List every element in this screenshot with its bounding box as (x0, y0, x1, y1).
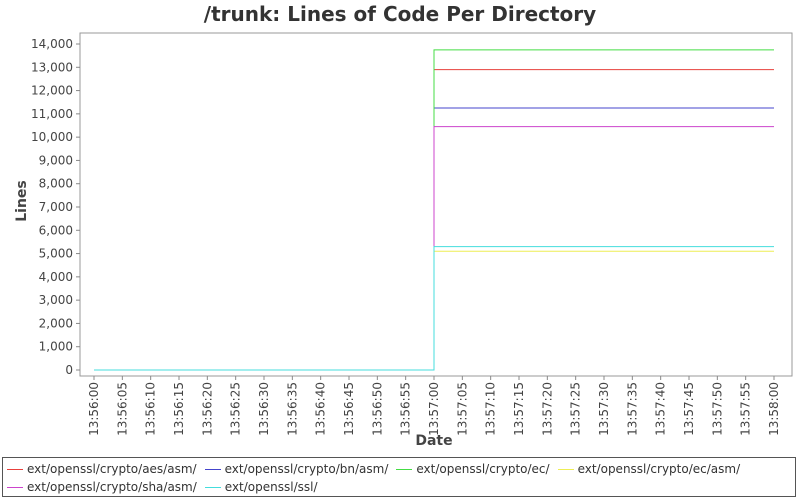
legend-item: ext/openssl/crypto/aes/asm/ (7, 462, 197, 476)
y-tick-label: 1,000 (39, 340, 73, 354)
x-tick-label: 13:57:35 (625, 382, 639, 436)
legend-swatch (204, 468, 221, 470)
x-tick-label: 13:56:00 (87, 382, 101, 436)
x-tick-label: 13:56:20 (200, 382, 214, 436)
legend-label: ext/openssl/crypto/ec/ (416, 462, 550, 476)
y-tick-label: 11,000 (31, 107, 73, 121)
x-tick-label: 13:57:00 (427, 382, 441, 436)
x-tick-label: 13:57:40 (654, 382, 668, 436)
y-tick-label: 10,000 (31, 130, 73, 144)
legend-swatch (7, 468, 23, 470)
y-tick-label: 14,000 (31, 37, 73, 51)
legend-item: ext/openssl/crypto/sha/asm/ (7, 480, 197, 494)
y-tick-label: 4,000 (39, 270, 73, 284)
x-axis: 13:56:00 13:56:05 13:56:10 13:56:15 13:56:20… (87, 376, 781, 436)
legend-label: ext/openssl/crypto/aes/asm/ (27, 462, 197, 476)
x-tick-label: 13:56:10 (144, 382, 158, 436)
y-tick-label: 8,000 (39, 177, 73, 191)
legend-label: ext/openssl/ssl/ (224, 480, 318, 494)
series-group (94, 49, 774, 371)
y-tick-label: 0 (65, 363, 73, 377)
line-chart: /trunk: Lines of Code Per Directory 0 1,0… (14, 2, 793, 449)
y-tick-label: 5,000 (39, 247, 73, 261)
x-tick-label: 13:56:40 (314, 382, 328, 436)
legend-item: ext/openssl/crypto/ec/ (396, 462, 550, 476)
x-tick-label: 13:57:20 (540, 382, 554, 436)
y-tick-label: 12,000 (31, 84, 73, 98)
y-tick-label: 2,000 (39, 316, 73, 330)
y-tick-label: 3,000 (39, 293, 73, 307)
chart-title: /trunk: Lines of Code Per Directory (204, 2, 596, 26)
legend-swatch (557, 468, 574, 470)
y-axis: 0 1,000 2,000 3,000 4,000 5,000 6,000 7,000 8,00… (31, 37, 80, 377)
x-tick-label: 13:57:10 (484, 382, 498, 436)
x-tick-label: 13:56:45 (342, 382, 356, 436)
series-line-6 (94, 246, 774, 371)
legend-item: ext/openssl/ssl/ (204, 480, 318, 494)
y-tick-label: 7,000 (39, 200, 73, 214)
x-tick-label: 13:56:50 (370, 382, 384, 436)
legend-swatch (396, 468, 413, 470)
legend: ext/openssl/crypto/aes/asm/ext/openssl/c… (2, 457, 796, 497)
y-tick-label: 9,000 (39, 153, 73, 167)
x-tick-label: 13:56:30 (257, 382, 271, 436)
legend-label: ext/openssl/crypto/bn/asm/ (224, 462, 389, 476)
legend-item: ext/openssl/crypto/bn/asm/ (204, 462, 389, 476)
y-axis-title: Lines (14, 180, 30, 222)
x-tick-label: 13:57:05 (455, 382, 469, 436)
x-tick-label: 13:56:15 (172, 382, 186, 436)
x-tick-label: 13:57:45 (682, 382, 696, 436)
y-tick-label: 6,000 (39, 223, 73, 237)
x-tick-label: 13:58:00 (767, 382, 781, 436)
y-tick-label: 13,000 (31, 60, 73, 74)
legend-row: ext/openssl/crypto/aes/asm/ext/openssl/c… (7, 460, 791, 478)
x-tick-label: 13:57:30 (597, 382, 611, 436)
x-tick-label: 13:56:25 (229, 382, 243, 436)
legend-swatch (7, 486, 23, 488)
legend-label: ext/openssl/crypto/ec/asm/ (577, 462, 741, 476)
legend-swatch (204, 486, 221, 488)
x-tick-label: 13:56:05 (115, 382, 129, 436)
x-tick-label: 13:57:55 (739, 382, 753, 436)
legend-item: ext/openssl/crypto/ec/asm/ (557, 462, 741, 476)
x-tick-label: 13:57:50 (710, 382, 724, 436)
x-tick-label: 13:56:35 (285, 382, 299, 436)
x-tick-label: 13:56:55 (399, 382, 413, 436)
x-tick-label: 13:57:15 (512, 382, 526, 436)
legend-label: ext/openssl/crypto/sha/asm/ (27, 480, 197, 494)
legend-row: ext/openssl/crypto/sha/asm/ext/openssl/s… (7, 478, 791, 496)
plot-area (79, 32, 793, 377)
x-axis-title: Date (415, 433, 452, 449)
x-tick-label: 13:57:25 (569, 382, 583, 436)
